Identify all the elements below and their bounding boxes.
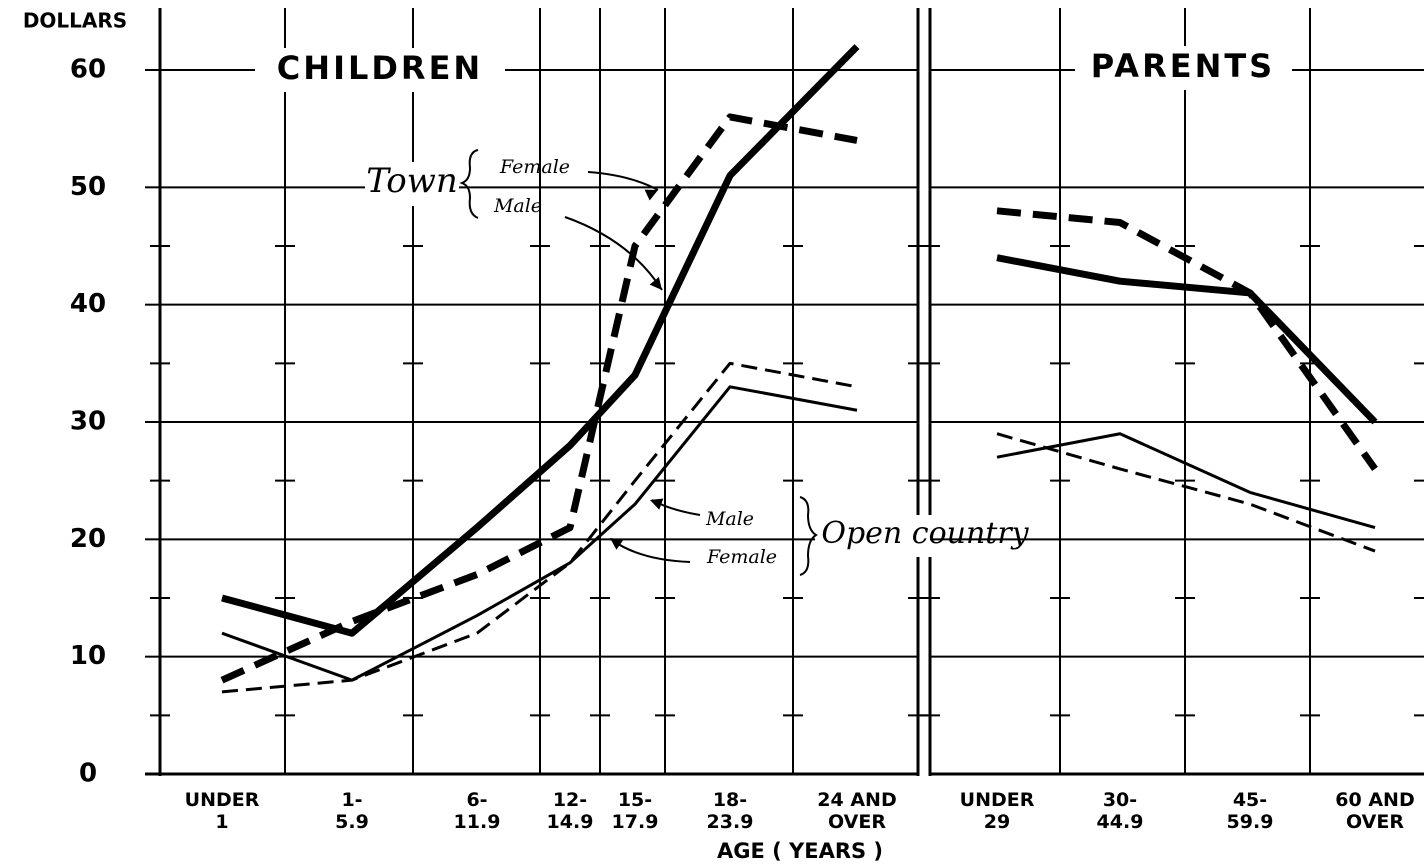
x-tick-label: 15-17.9: [612, 789, 659, 833]
arrow-head: [644, 189, 658, 201]
title-bg: [1075, 46, 1292, 90]
arrow-head: [610, 538, 624, 550]
y-tick-label: 60: [70, 55, 106, 85]
y-tick-label: 30: [70, 407, 106, 437]
arrow: [564, 216, 663, 291]
x-tick-label: UNDER 29: [960, 789, 1035, 833]
arrow: [459, 149, 479, 219]
annotation: Male: [705, 508, 754, 530]
annotation-arrows: [459, 149, 818, 576]
annotation: Male: [493, 195, 542, 217]
panel-title: CHILDREN: [277, 49, 483, 87]
x-tick-label: 1-5.9: [335, 789, 369, 833]
data-line: [996, 432, 1376, 553]
data-line: [221, 361, 858, 694]
x-axis-label: AGE ( YEARS ): [717, 839, 883, 863]
arrow-head: [649, 276, 662, 290]
y-tick-label: 10: [70, 641, 106, 671]
y-tick-label: 50: [70, 172, 106, 202]
x-tick-label: 24 AND OVER: [817, 789, 896, 833]
arrow: [611, 539, 691, 563]
data-line: [221, 44, 860, 637]
arrow-head: [650, 498, 664, 510]
y-tick-label: 40: [70, 289, 106, 319]
data-line: [996, 432, 1376, 530]
annotation: Female: [499, 156, 570, 178]
x-tick-label: 6-11.9: [454, 789, 501, 833]
annotation-bg: [815, 515, 1035, 557]
x-tick-label: 18-23.9: [707, 789, 754, 833]
data-line: [220, 113, 858, 684]
x-tick-label: 30-44.9: [1097, 789, 1144, 833]
y-tick-label: 0: [79, 759, 97, 789]
arrow: [799, 496, 818, 576]
data-line: [996, 254, 1378, 425]
annotation: Town: [366, 161, 458, 201]
annotation-bg: [365, 162, 459, 206]
annotation: Open country: [821, 516, 1029, 551]
y-tick-label: 20: [70, 524, 106, 554]
x-tick-label: 60 AND OVER: [1335, 789, 1414, 833]
panel-title: PARENTS: [1091, 47, 1275, 85]
arrow: [587, 171, 659, 191]
frame: [145, 8, 1424, 776]
title-bg: [255, 48, 505, 92]
x-tick-label: UNDER 1: [185, 789, 260, 833]
x-tick-label: 12-14.9: [547, 789, 594, 833]
x-tick-label: 45-59.9: [1227, 789, 1274, 833]
y-axis-label: DOLLARS: [23, 9, 127, 33]
annotation: Female: [706, 546, 777, 568]
data-line: [996, 207, 1378, 471]
